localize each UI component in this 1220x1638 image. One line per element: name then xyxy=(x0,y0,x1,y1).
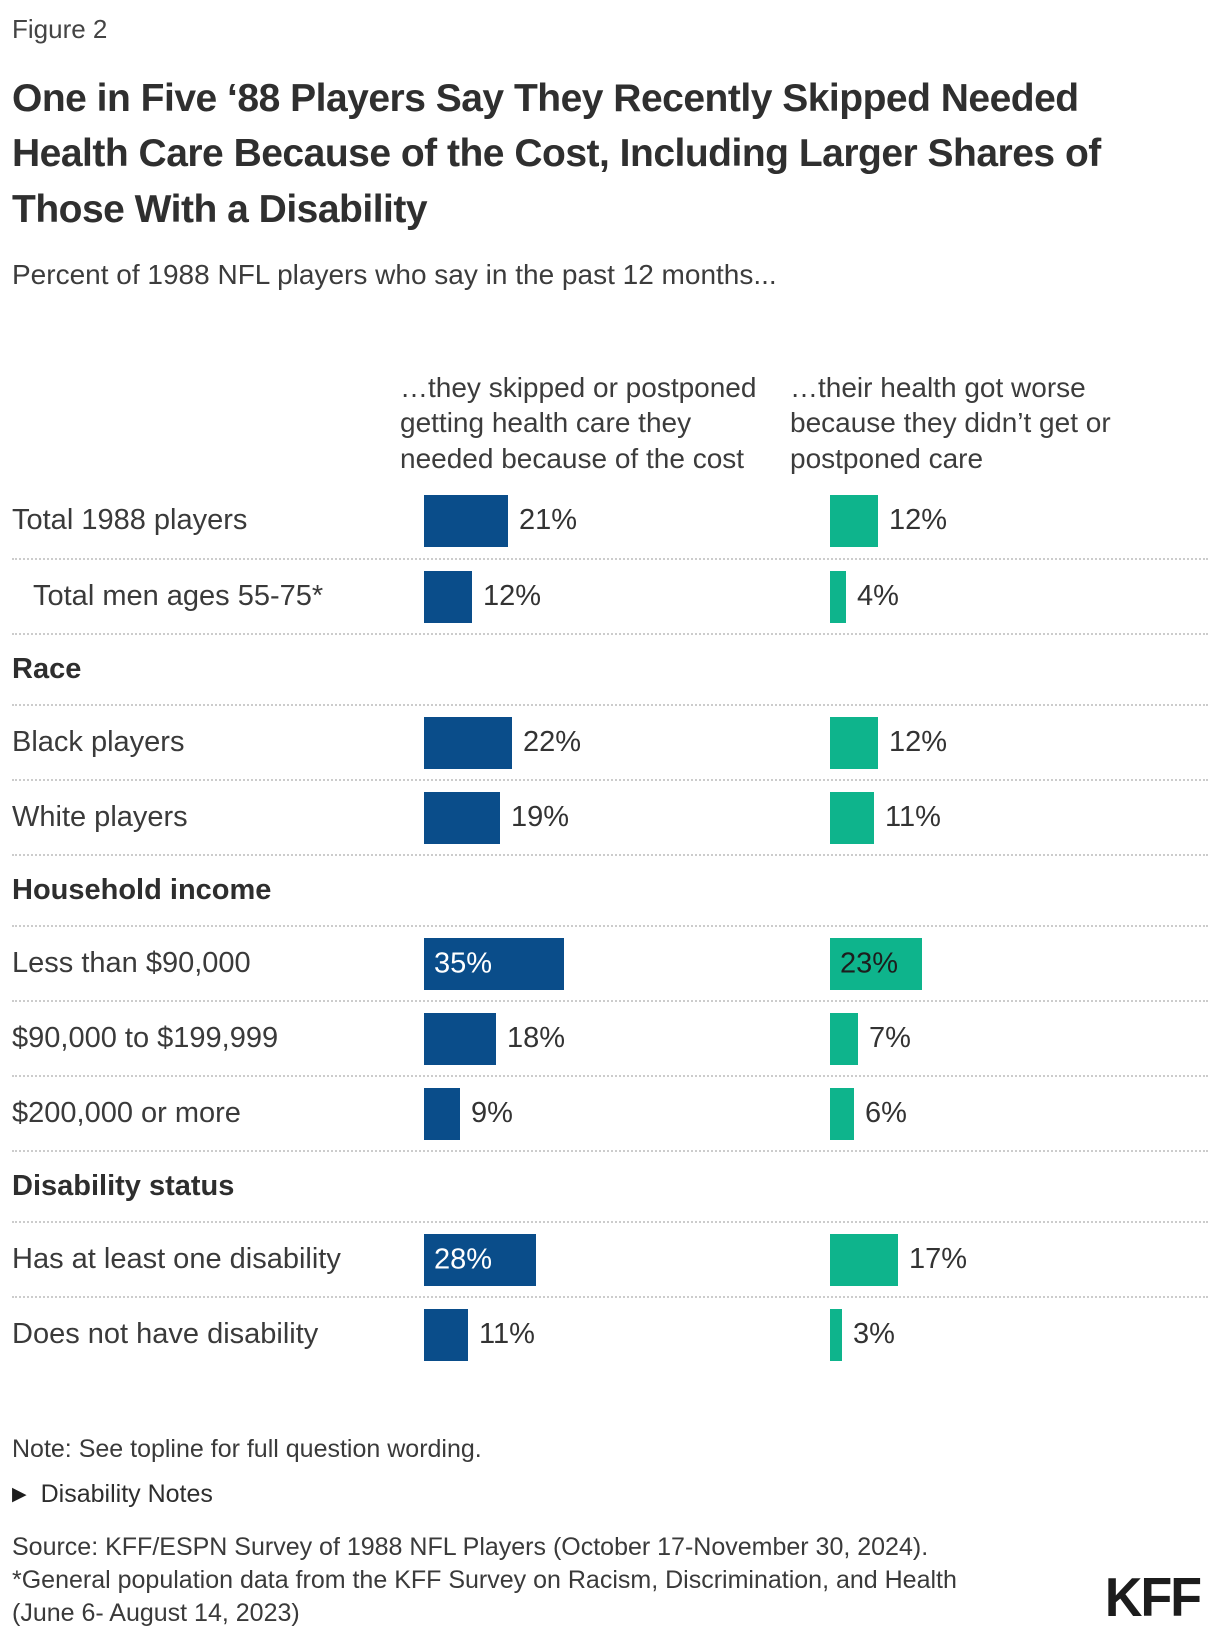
section-label: Household income xyxy=(12,874,272,907)
row-label: Less than $90,000 xyxy=(12,947,251,980)
section-label: Disability status xyxy=(12,1170,235,1203)
table-row: Less than $90,000 35% 23% xyxy=(12,925,1208,1000)
bar-value-label: 3% xyxy=(853,1318,895,1351)
row-label: Total men ages 55-75* xyxy=(33,580,324,613)
table-row: Black players 22% 12% xyxy=(12,704,1208,779)
bar-value-label: 23% xyxy=(840,947,899,980)
table-row: Total men ages 55-75* 12% 4% xyxy=(12,558,1208,633)
bar-value-label: 11% xyxy=(885,801,941,834)
bar-series2 xyxy=(830,1012,858,1065)
series1-header: …they skipped or postponed getting healt… xyxy=(400,371,757,475)
disability-notes-label: Disability Notes xyxy=(40,1480,213,1509)
row-label: Does not have disability xyxy=(12,1318,319,1351)
bar-cell-series1: 12% xyxy=(412,570,818,623)
section-header: Disability status xyxy=(12,1150,1208,1221)
chart-rows: Total 1988 players 21% 12% Total men ages 5… xyxy=(12,483,1208,1371)
bar-cell-series1: 11% xyxy=(412,1308,818,1361)
section-header: Household income xyxy=(12,854,1208,925)
table-row: $90,000 to $199,999 18% 7% xyxy=(12,1000,1208,1075)
bar-value-label: 35% xyxy=(434,947,493,980)
bar-series1: 35% xyxy=(424,937,564,990)
bar-series2 xyxy=(830,791,874,844)
bar-value-label: 7% xyxy=(869,1022,911,1055)
row-label: $90,000 to $199,999 xyxy=(12,1022,279,1055)
bar-cell-series1: 18% xyxy=(412,1012,818,1065)
bar-series2: 23% xyxy=(830,937,922,990)
chart-title: One in Five ‘88 Players Say They Recentl… xyxy=(12,77,1101,231)
bar-value-label: 11% xyxy=(479,1318,535,1351)
table-row: Total 1988 players 21% 12% xyxy=(12,483,1208,558)
bar-series2 xyxy=(830,1233,898,1286)
table-row: $200,000 or more 9% 6% xyxy=(12,1075,1208,1150)
row-label: Total 1988 players xyxy=(12,504,248,537)
bar-value-label: 18% xyxy=(507,1022,566,1055)
bar-value-label: 4% xyxy=(857,580,899,613)
bar-series1 xyxy=(424,1308,468,1361)
bar-series1 xyxy=(424,494,508,547)
bar-cell-series2: 7% xyxy=(818,1012,1208,1065)
bar-cell-series2: 12% xyxy=(818,716,1208,769)
bar-series2 xyxy=(830,570,846,623)
play-triangle-icon: ▶ xyxy=(12,1484,27,1506)
bar-cell-series1: 19% xyxy=(412,791,818,844)
bar-cell-series1: 9% xyxy=(412,1087,818,1140)
bar-value-label: 17% xyxy=(909,1243,968,1276)
bar-value-label: 9% xyxy=(471,1097,513,1130)
kff-logo: KFF xyxy=(1104,1567,1202,1629)
bar-cell-series2: 12% xyxy=(818,494,1208,547)
bar-cell-series1: 35% xyxy=(412,937,818,990)
section-label: Race xyxy=(12,653,82,686)
bar-series1 xyxy=(424,570,472,623)
bar-value-label: 12% xyxy=(889,726,948,759)
bar-cell-series1: 28% xyxy=(412,1233,818,1286)
source-text: Source: KFF/ESPN Survey of 1988 NFL Play… xyxy=(12,1533,957,1628)
bar-cell-series2: 11% xyxy=(818,791,1208,844)
footer: Note: See topline for full question word… xyxy=(12,1435,1208,1630)
bar-value-label: 12% xyxy=(483,580,542,613)
bar-value-label: 28% xyxy=(434,1243,493,1276)
bar-cell-series2: 23% xyxy=(818,937,1208,990)
bar-value-label: 22% xyxy=(523,726,582,759)
bar-value-label: 12% xyxy=(889,504,948,537)
row-label: Has at least one disability xyxy=(12,1243,341,1276)
bar-series1: 28% xyxy=(424,1233,536,1286)
bar-cell-series2: 3% xyxy=(818,1308,1208,1361)
table-row: Has at least one disability 28% 17% xyxy=(12,1221,1208,1296)
bar-series2 xyxy=(830,494,878,547)
bar-series1 xyxy=(424,716,512,769)
disability-notes-toggle[interactable]: ▶ Disability Notes xyxy=(12,1480,213,1509)
bar-cell-series1: 22% xyxy=(412,716,818,769)
section-header: Race xyxy=(12,633,1208,704)
series-headers: …they skipped or postponed getting healt… xyxy=(12,317,1208,477)
figure-label: Figure 2 xyxy=(12,14,108,44)
row-label: Black players xyxy=(12,726,185,759)
chart-subtitle: Percent of 1988 NFL players who say in t… xyxy=(12,259,777,291)
bar-cell-series2: 6% xyxy=(818,1087,1208,1140)
bar-cell-series1: 21% xyxy=(412,494,818,547)
bar-series2 xyxy=(830,1087,854,1140)
bar-series1 xyxy=(424,1087,460,1140)
bar-cell-series2: 17% xyxy=(818,1233,1208,1286)
table-row: Does not have disability 11% 3% xyxy=(12,1296,1208,1371)
row-label: White players xyxy=(12,801,188,834)
row-label: $200,000 or more xyxy=(12,1097,241,1130)
table-row: White players 19% 11% xyxy=(12,779,1208,854)
bar-series2 xyxy=(830,716,878,769)
bar-value-label: 19% xyxy=(511,801,570,834)
series2-header: …their health got worse because they did… xyxy=(790,371,1111,475)
bar-value-label: 21% xyxy=(519,504,578,537)
bar-series1 xyxy=(424,1012,496,1065)
note-text: Note: See topline for full question word… xyxy=(12,1435,482,1464)
bar-value-label: 6% xyxy=(865,1097,907,1130)
bar-series1 xyxy=(424,791,500,844)
bar-cell-series2: 4% xyxy=(818,570,1208,623)
bar-series2 xyxy=(830,1308,842,1361)
